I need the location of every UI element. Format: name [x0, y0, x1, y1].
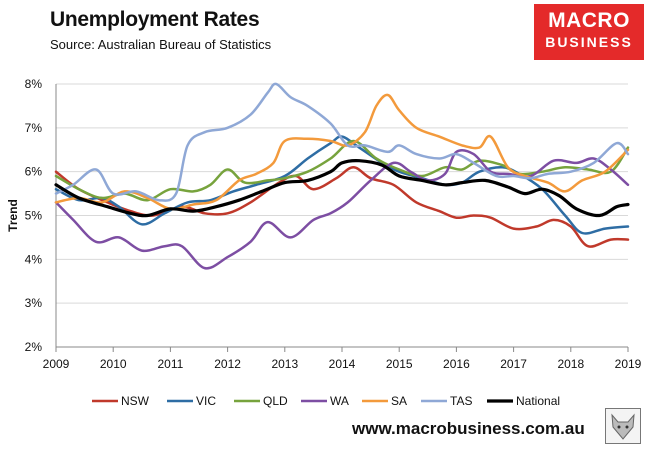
legend-label-wa: WA	[330, 394, 349, 408]
x-tick-label-2017: 2017	[500, 357, 527, 371]
x-tick-label-2010: 2010	[100, 357, 127, 371]
y-tick-label-7: 7%	[25, 121, 43, 135]
y-tick-label-5: 5%	[25, 209, 43, 223]
legend-label-qld: QLD	[263, 394, 288, 408]
wolf-logo-icon	[605, 408, 641, 444]
macro-business-logo[interactable]: MACRO BUSINESS	[534, 4, 644, 60]
series-line-wa	[54, 149, 630, 270]
legend-label-vic: VIC	[196, 394, 216, 408]
legend-label-tas: TAS	[450, 394, 472, 408]
x-tick-label-2019: 2019	[615, 357, 642, 371]
series-line-qld	[54, 139, 630, 202]
legend-label-national: National	[516, 394, 560, 408]
y-tick-label-8: 8%	[25, 77, 43, 91]
x-tick-label-2012: 2012	[214, 357, 241, 371]
x-tick-label-2009: 2009	[43, 357, 70, 371]
y-tick-label-4: 4%	[25, 252, 43, 266]
y-axis-title: Trend	[6, 199, 20, 232]
x-tick-label-2011: 2011	[157, 357, 183, 371]
series-line-tas	[54, 82, 630, 202]
x-tick-label-2014: 2014	[329, 357, 356, 371]
series-line-national	[54, 159, 630, 218]
x-tick-label-2018: 2018	[557, 357, 584, 371]
chart-source: Source: Australian Bureau of Statistics	[50, 37, 272, 52]
logo-line-business: BUSINESS	[545, 34, 633, 50]
legend-label-sa: SA	[391, 394, 407, 408]
x-tick-label-2016: 2016	[443, 357, 470, 371]
y-tick-label-2: 2%	[25, 340, 43, 354]
y-tick-label-3: 3%	[25, 296, 43, 310]
y-tick-label-6: 6%	[25, 165, 43, 179]
series-line-vic	[54, 135, 630, 235]
chart-title: Unemployment Rates	[50, 8, 260, 31]
legend-label-nsw: NSW	[121, 394, 150, 408]
x-tick-label-2015: 2015	[386, 357, 413, 371]
x-tick-label-2013: 2013	[271, 357, 298, 371]
website-url[interactable]: www.macrobusiness.com.au	[352, 419, 585, 438]
logo-line-macro: MACRO	[548, 9, 630, 32]
